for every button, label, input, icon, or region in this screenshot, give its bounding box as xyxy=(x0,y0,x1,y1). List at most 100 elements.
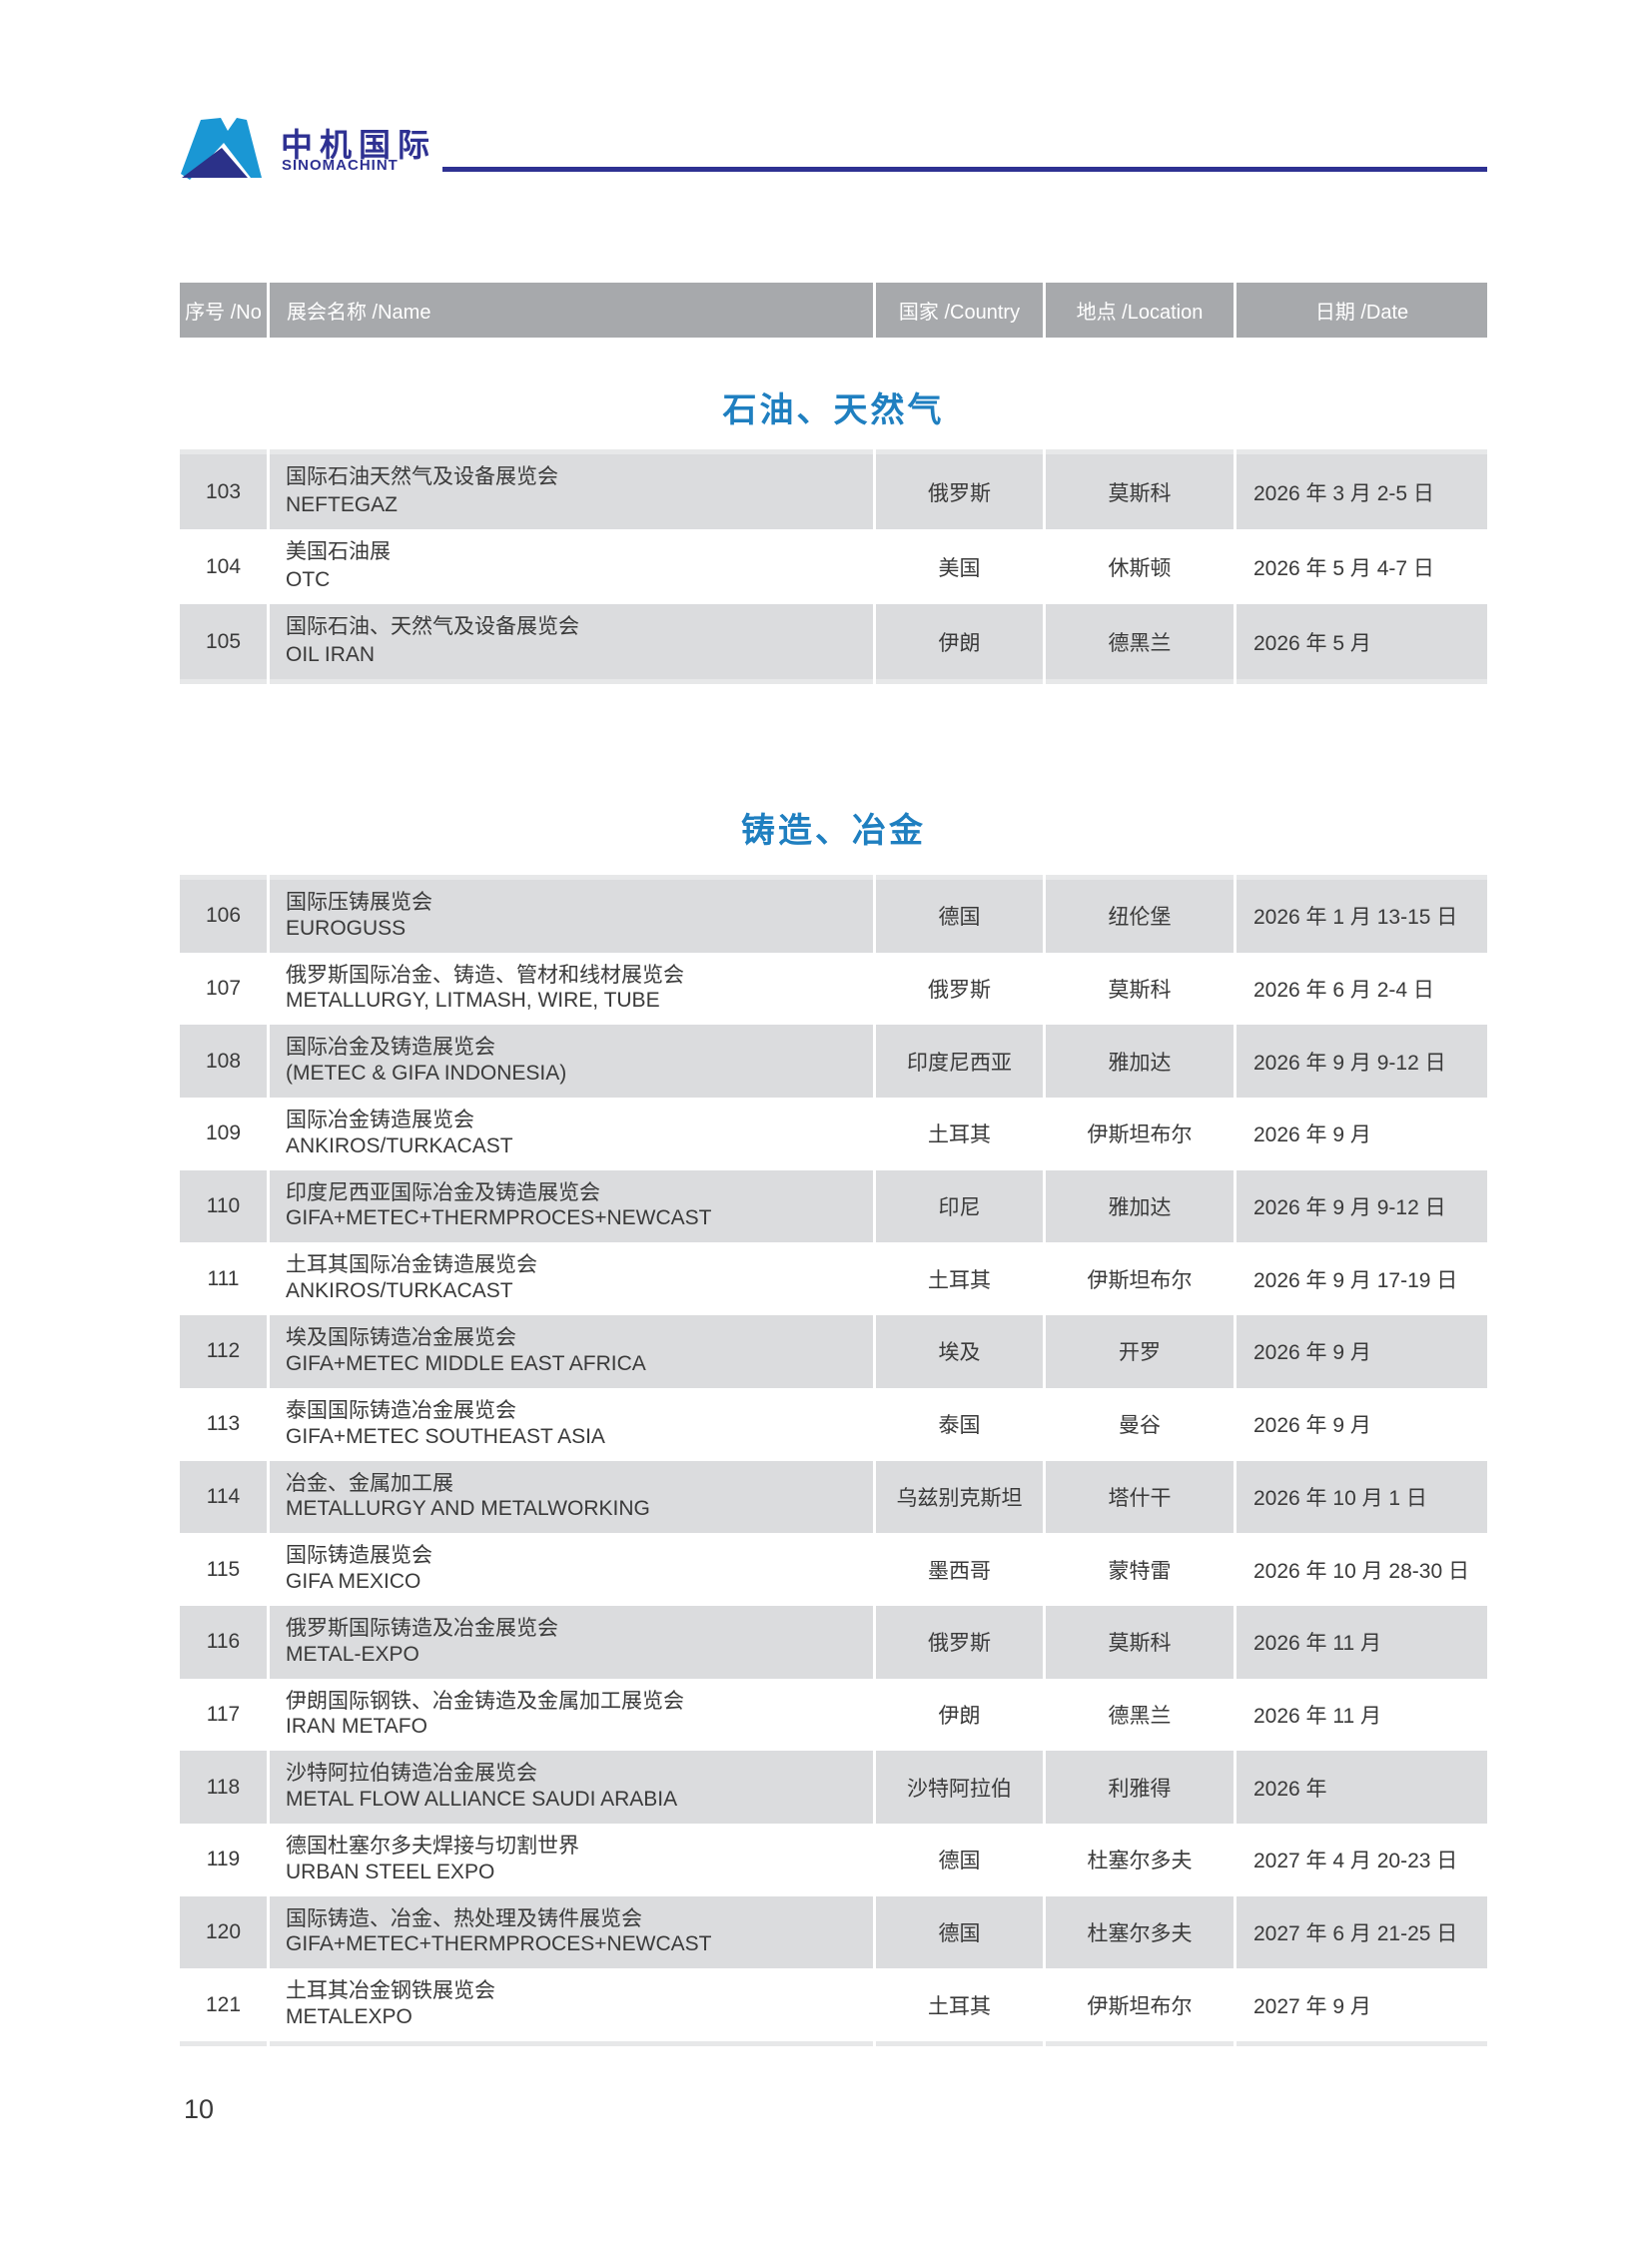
name-line-cn: 国际石油天然气及设备展览会 xyxy=(286,465,558,488)
table-border-bar xyxy=(180,2041,1487,2046)
name-line-cn: 国际铸造展览会 xyxy=(286,1544,432,1568)
logo-text-en: SINOMACHINT xyxy=(282,157,399,174)
table-border-bar-cell xyxy=(180,679,267,684)
cell-date: 2026 年 xyxy=(1237,1751,1487,1824)
cell-location: 休斯顿 xyxy=(1046,529,1234,604)
cell-no: 120 xyxy=(180,1895,267,1969)
table-border-bar-cell xyxy=(270,449,873,454)
table-border-bar-cell xyxy=(180,2041,267,2046)
name-line-en: METAL-EXPO xyxy=(286,1642,419,1666)
name-line-en: GIFA+METEC MIDDLE EAST AFRICA xyxy=(286,1351,646,1375)
name-line-en: URBAN STEEL EXPO xyxy=(286,1860,495,1883)
name-line-cn: 美国石油展 xyxy=(286,540,391,563)
table-row: 111 土耳其国际冶金铸造展览会 ANKIROS/TURKACAST 土耳其 伊斯坦布尔… xyxy=(180,1242,1487,1316)
cell-location: 德黑兰 xyxy=(1046,1678,1234,1752)
cell-date: 2026 年 9 月 xyxy=(1237,1098,1487,1170)
table-row: 119 德国杜塞尔多夫焊接与切割世界 URBAN STEEL EXPO 德国 杜塞尔多夫… xyxy=(180,1823,1487,1896)
cell-location: 蒙特雷 xyxy=(1046,1533,1234,1606)
table-border-bar-cell xyxy=(1046,875,1234,880)
cell-date: 2027 年 9 月 xyxy=(1237,1968,1487,2041)
name-line-cn: 国际冶金及铸造展览会 xyxy=(286,1036,495,1060)
table-row: 104 美国石油展 OTC 美国 休斯顿 2026 年 5 月 4-7 日 xyxy=(180,529,1487,604)
cell-date: 2026 年 3 月 2-5 日 xyxy=(1237,454,1487,529)
cell-date: 2026 年 9 月 9-12 日 xyxy=(1237,1025,1487,1099)
cell-name: 国际压铸展览会 EUROGUSS xyxy=(270,880,873,953)
cell-country: 德国 xyxy=(876,880,1043,953)
name-line-en: METALEXPO xyxy=(286,2005,413,2028)
table-border-bar-cell xyxy=(1046,449,1234,454)
header-cell-country: 国家 /Country xyxy=(876,283,1043,338)
cell-location: 开罗 xyxy=(1046,1315,1234,1388)
name-line-cn: 俄罗斯国际铸造及冶金展览会 xyxy=(286,1616,558,1640)
name-line-en: METAL FLOW ALLIANCE SAUDI ARABIA xyxy=(286,1787,678,1811)
name-line-cn: 土耳其国际冶金铸造展览会 xyxy=(286,1253,537,1277)
table-border-bar-cell xyxy=(876,449,1043,454)
name-line-cn: 国际冶金铸造展览会 xyxy=(286,1109,474,1132)
name-line-cn: 国际压铸展览会 xyxy=(286,891,432,914)
cell-location: 曼谷 xyxy=(1046,1387,1234,1461)
table-border-bar-cell xyxy=(180,449,267,454)
cell-no: 105 xyxy=(180,604,267,679)
cell-date: 2026 年 11 月 xyxy=(1237,1678,1487,1752)
cell-date: 2026 年 9 月 17-19 日 xyxy=(1237,1242,1487,1316)
cell-date: 2026 年 9 月 xyxy=(1237,1315,1487,1388)
cell-name: 沙特阿拉伯铸造冶金展览会 METAL FLOW ALLIANCE SAUDI AR… xyxy=(270,1751,873,1824)
cell-date: 2026 年 9 月 9-12 日 xyxy=(1237,1169,1487,1243)
cell-name: 印度尼西亚国际冶金及铸造展览会 GIFA+METEC+THERMPROCES+NE… xyxy=(270,1169,873,1243)
table-border-bar xyxy=(180,449,1487,454)
name-line-en: METALLURGY AND METALWORKING xyxy=(286,1497,650,1521)
cell-country: 土耳其 xyxy=(876,1098,1043,1170)
cell-date: 2026 年 5 月 xyxy=(1237,604,1487,679)
cell-no: 109 xyxy=(180,1098,267,1170)
cell-date: 2027 年 4 月 20-23 日 xyxy=(1237,1823,1487,1896)
cell-country: 美国 xyxy=(876,529,1043,604)
cell-country: 埃及 xyxy=(876,1315,1043,1388)
name-line-en: GIFA MEXICO xyxy=(286,1569,421,1593)
table-row: 117 伊朗国际钢铁、冶金铸造及金属加工展览会 IRAN METAFO 伊朗 德黑兰 20… xyxy=(180,1678,1487,1752)
cell-date: 2026 年 1 月 13-15 日 xyxy=(1237,880,1487,953)
cell-country: 土耳其 xyxy=(876,1242,1043,1316)
cell-no: 114 xyxy=(180,1460,267,1534)
name-line-cn: 埃及国际铸造冶金展览会 xyxy=(286,1326,516,1350)
cell-name: 国际石油、天然气及设备展览会 OIL IRAN xyxy=(270,604,873,679)
name-line-en: OTC xyxy=(286,568,331,591)
table-border-bar-cell xyxy=(1237,875,1487,880)
table-row: 105 国际石油、天然气及设备展览会 OIL IRAN 伊朗 德黑兰 2026 年 5 月 xyxy=(180,604,1487,679)
table-row: 108 国际冶金及铸造展览会 (METEC & GIFA INDONESIA) 印度尼… xyxy=(180,1025,1487,1099)
cell-date: 2026 年 10 月 28-30 日 xyxy=(1237,1533,1487,1606)
table-row: 114 冶金、金属加工展 METALLURGY AND METALWORKING 乌兹… xyxy=(180,1460,1487,1534)
cell-country: 印尼 xyxy=(876,1169,1043,1243)
cell-date: 2027 年 6 月 21-25 日 xyxy=(1237,1895,1487,1969)
cell-no: 110 xyxy=(180,1169,267,1243)
cell-no: 111 xyxy=(180,1242,267,1316)
table-border-bar xyxy=(180,875,1487,880)
name-line-cn: 印度尼西亚国际冶金及铸造展览会 xyxy=(286,1180,600,1204)
name-line-en: ANKIROS/TURKACAST xyxy=(286,1133,513,1157)
cell-name: 国际冶金及铸造展览会 (METEC & GIFA INDONESIA) xyxy=(270,1025,873,1099)
cell-location: 伊斯坦布尔 xyxy=(1046,1242,1234,1316)
name-line-en: EUROGUSS xyxy=(286,916,407,940)
name-line-en: OIL IRAN xyxy=(286,643,376,666)
cell-country: 土耳其 xyxy=(876,1968,1043,2041)
table-row: 121 土耳其冶金钢铁展览会 METALEXPO 土耳其 伊斯坦布尔 2027 年 9 月 xyxy=(180,1968,1487,2041)
cell-country: 俄罗斯 xyxy=(876,454,1043,529)
cell-country: 乌兹别克斯坦 xyxy=(876,1460,1043,1534)
table-border-bar-cell xyxy=(1237,449,1487,454)
cell-date: 2026 年 10 月 1 日 xyxy=(1237,1460,1487,1534)
cell-date: 2026 年 9 月 xyxy=(1237,1387,1487,1461)
table-border-bar-cell xyxy=(180,875,267,880)
cell-country: 泰国 xyxy=(876,1387,1043,1461)
cell-location: 塔什干 xyxy=(1046,1460,1234,1534)
sinomachint-logo-icon xyxy=(181,118,262,180)
cell-location: 莫斯科 xyxy=(1046,952,1234,1026)
header-cell-location: 地点 /Location xyxy=(1046,283,1234,338)
table-border-bar-cell xyxy=(270,679,873,684)
name-line-cn: 国际石油、天然气及设备展览会 xyxy=(286,615,579,638)
name-line-cn: 泰国国际铸造冶金展览会 xyxy=(286,1398,516,1422)
cell-country: 印度尼西亚 xyxy=(876,1025,1043,1099)
cell-name: 土耳其冶金钢铁展览会 METALEXPO xyxy=(270,1968,873,2041)
cell-location: 伊斯坦布尔 xyxy=(1046,1098,1234,1170)
cell-no: 112 xyxy=(180,1315,267,1388)
cell-name: 美国石油展 OTC xyxy=(270,529,873,604)
cell-location: 莫斯科 xyxy=(1046,454,1234,529)
